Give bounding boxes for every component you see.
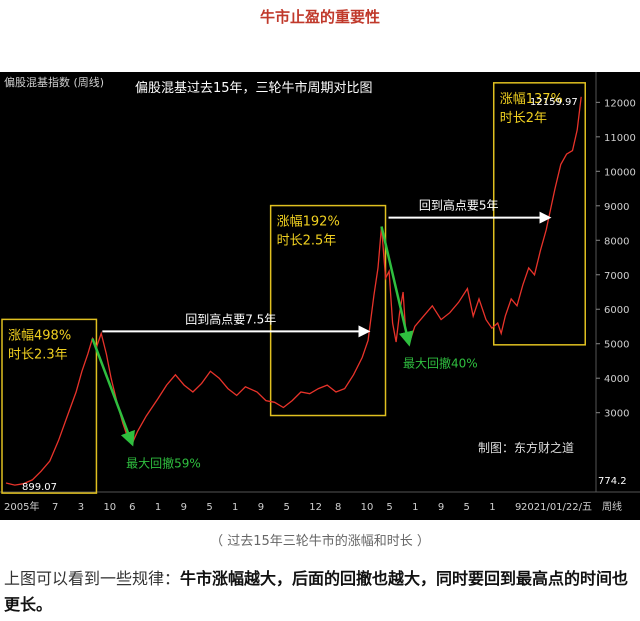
bull-gain-label: 涨幅192% (277, 215, 340, 230)
x-tick-label: 1 (232, 502, 238, 513)
chart-caption: （ 过去15年三轮牛市的涨幅和时长 ） (210, 534, 430, 549)
chart-panel: 偏股混基指数 (周线) 偏股混基过去15年，三轮牛市周期对比图涨幅498% 时长2.… (0, 72, 640, 520)
y-tick-label: 7000 (604, 271, 629, 282)
drawdown-arrow (380, 226, 414, 347)
bull-duration-label: 时长2年 (500, 111, 547, 126)
y-tick-label: 8000 (604, 236, 629, 247)
x-tick-label: 9 (258, 502, 264, 513)
drawdown-label: 最大回撤59% (126, 456, 201, 471)
x-tick-label: 2005年 (4, 500, 39, 513)
y-tick-label: 11000 (604, 133, 636, 144)
x-tick-label: 1 (412, 502, 418, 513)
x-tick-label: 9 (515, 502, 521, 513)
recovery-label: 回到高点要7.5年 (185, 311, 276, 326)
summary-intro: 上图可以看到一些规律： (4, 569, 181, 588)
period-label: 周线 (602, 500, 622, 513)
recovery-label: 回到高点要5年 (419, 198, 499, 213)
y-tick-label: 10000 (604, 167, 636, 178)
y-tick-label: 4000 (604, 374, 629, 385)
bull-gain-label: 涨幅137% (500, 92, 563, 107)
index-line (5, 96, 582, 486)
x-tick-label: 10 (103, 502, 116, 513)
x-tick-label: 10 (361, 502, 374, 513)
x-tick-label: 7 (52, 502, 58, 513)
bull-gain-label: 涨幅498% (8, 328, 71, 343)
low-value-label: 899.07 (22, 482, 57, 493)
x-tick-label: 6 (129, 502, 135, 513)
summary-paragraph: 上图可以看到一些规律：牛市涨幅越大，后面的回撤也越大，同时要回到最高点的时间也更… (4, 566, 636, 618)
drawdown-arrow (91, 338, 135, 447)
last-value-label: 774.2 (598, 476, 627, 487)
x-tick-label: 1 (155, 502, 161, 513)
x-tick-label: 3 (78, 502, 84, 513)
x-tick-label: 9 (438, 502, 444, 513)
y-tick-label: 6000 (604, 305, 629, 316)
y-tick-label: 12000 (604, 98, 636, 109)
page-title: 牛市止盈的重要性 (259, 8, 380, 26)
bull-duration-label: 时长2.5年 (277, 234, 337, 249)
x-tick-label: 5 (386, 502, 392, 513)
high-value-label: 12159.97 (530, 97, 578, 108)
index-label: 偏股混基指数 (周线) (4, 75, 104, 89)
x-tick-label: 5 (284, 502, 290, 513)
x-tick-label: 5 (464, 502, 470, 513)
x-tick-label: 5 (206, 502, 212, 513)
y-tick-label: 3000 (604, 409, 629, 420)
bull-market-box (1, 318, 98, 494)
watermark: 制图：东方财之道 (478, 440, 574, 455)
x-tick-label: 1 (489, 502, 495, 513)
x-tick-label: 8 (335, 502, 341, 513)
x-tick-label: 9 (181, 502, 187, 513)
bull-duration-label: 时长2.3年 (8, 347, 68, 362)
chart-title: 偏股混基过去15年，三轮牛市周期对比图 (135, 80, 373, 96)
summary-conclusion: 牛市涨幅越大，后面的回撤也越大，同时要回到最高点的时间也更长。 (4, 569, 629, 614)
y-tick-label: 9000 (604, 202, 629, 213)
x-tick-label: 12 (309, 502, 322, 513)
drawdown-label: 最大回撤40% (403, 356, 478, 371)
y-tick-label: 5000 (604, 340, 629, 351)
bull-market-box (269, 204, 387, 417)
bull-market-box (492, 82, 586, 346)
x-tick-label: 2021/01/22/五 (521, 502, 592, 513)
